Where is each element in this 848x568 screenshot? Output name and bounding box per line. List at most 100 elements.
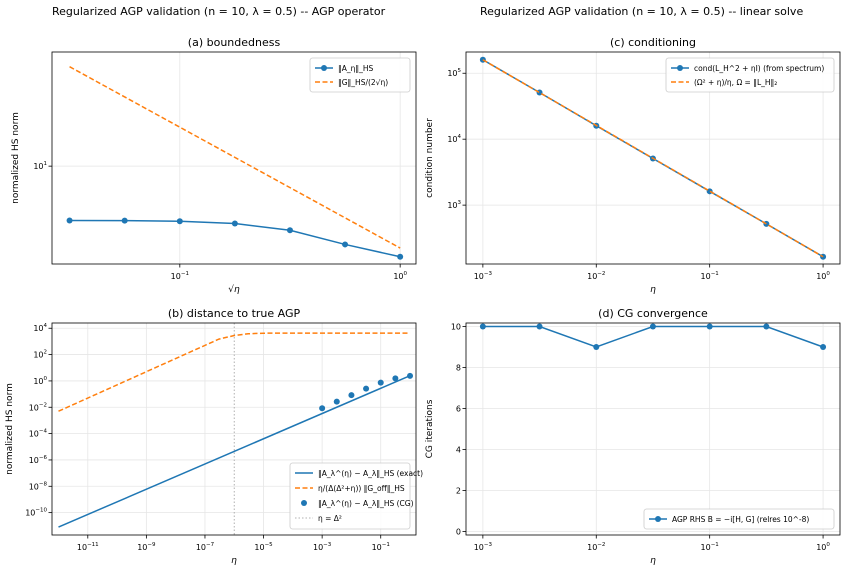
data-point: [593, 343, 600, 350]
data-point: [536, 323, 543, 330]
y-tick-label: 100: [33, 376, 47, 386]
data-point: [319, 405, 326, 412]
x-tick-label: 10−3: [474, 542, 493, 552]
legend-marker: [655, 516, 661, 522]
legend-label: ‖G‖_HS/(2√η): [338, 78, 388, 87]
data-point: [820, 343, 827, 350]
data-point: [333, 398, 340, 405]
plot-area-a: [66, 66, 404, 260]
x-tick-label: 10−1: [701, 271, 719, 281]
data-point: [231, 220, 238, 227]
data-point: [176, 218, 183, 225]
x-tick-label: 10−2: [587, 271, 605, 281]
legend-label: η = Δ²: [318, 514, 342, 523]
y-tick-label: 10−6: [29, 455, 48, 465]
chart-title-a: (a) boundedness: [188, 36, 281, 49]
x-tick-label: 10−11: [77, 542, 99, 552]
x-tick-label: 10−1: [701, 542, 719, 552]
y-axis-label: normalized HS norm: [11, 112, 21, 204]
x-axis-label: η: [650, 285, 656, 295]
data-point: [392, 375, 399, 382]
legend-label: ‖A_λ^(η) − A_λ‖_HS (CG): [318, 499, 414, 508]
data-point: [479, 323, 486, 330]
figure-title-right: Regularized AGP validation (n = 10, λ = …: [480, 5, 804, 18]
data-point: [342, 241, 349, 248]
axes-frame: [465, 322, 841, 536]
y-tick-label: 6: [456, 404, 461, 413]
x-tick-label: 10−5: [254, 542, 273, 552]
series-line-1: [58, 332, 411, 412]
legend-label: η/(Δ(Δ²+η)) ‖G_off‖_HS: [318, 484, 405, 493]
y-tick-label: 10: [451, 322, 461, 331]
y-tick-label: 102: [33, 350, 47, 360]
y-axis-label: condition number: [425, 118, 435, 198]
x-axis-label: η: [650, 556, 656, 566]
y-tick-label: 103: [447, 200, 461, 210]
x-axis-label: η: [231, 556, 237, 566]
chart-c: (c) conditioning 10−3 10−2 10−1 100 103 104 105…: [425, 36, 841, 295]
figure-title-left: Regularized AGP validation (n = 10, λ = …: [52, 5, 386, 18]
data-point: [286, 227, 293, 234]
y-tick-label: 10−4: [29, 429, 48, 439]
data-point: [407, 372, 414, 379]
data-point: [706, 323, 713, 330]
y-tick-label: 104: [33, 323, 47, 333]
data-point: [121, 217, 128, 224]
x-tick-label: 10−9: [137, 542, 156, 552]
data-point: [649, 323, 656, 330]
series-line-1: [482, 59, 824, 258]
x-tick-label: 10−2: [587, 542, 605, 552]
axes-frame: [51, 51, 417, 265]
y-tick-label: 0: [456, 528, 461, 537]
y-tick-label: 10−2: [29, 402, 47, 412]
chart-title-d: (d) CG convergence: [598, 307, 708, 320]
legend-marker: [301, 500, 307, 506]
axes-frame: [465, 51, 841, 265]
y-tick-label: 4: [456, 446, 461, 455]
y-axis-label: CG iterations: [425, 399, 435, 458]
axes-frame: [51, 322, 417, 536]
data-point: [348, 392, 355, 399]
y-axis-label: normalized HS norm: [5, 383, 15, 475]
legend-label: (Ω² + η)/η, Ω = ‖L_H‖₂: [694, 78, 777, 87]
plot-area-d: [479, 323, 827, 350]
legend-label: ‖A_η‖_HS: [338, 64, 374, 73]
data-point: [66, 217, 73, 224]
data-point: [763, 323, 770, 330]
chart-title-b: (b) distance to true AGP: [168, 307, 301, 320]
series-line-0: [482, 325, 824, 348]
legend-label: AGP RHS B = −i[H, G] (relres 10^-8): [672, 515, 809, 524]
y-tick-label: 8: [456, 363, 461, 372]
legend-box: [309, 57, 411, 93]
y-tick-label: 104: [447, 134, 461, 144]
legend-label: ‖A_λ^(η) − A_λ‖_HS (exact): [318, 469, 423, 478]
x-tick-label: 10−7: [196, 542, 215, 552]
x-tick-label: 100: [393, 271, 407, 281]
x-tick-label: 10−1: [171, 271, 189, 281]
legend-marker: [677, 65, 683, 71]
data-point: [363, 385, 370, 392]
legend-d: AGP RHS B = −i[H, G] (relres 10^-8): [643, 508, 835, 530]
legend-box: [665, 57, 835, 93]
series-line-0: [58, 374, 411, 528]
x-tick-label: 100: [816, 271, 830, 281]
chart-title-c: (c) conditioning: [610, 36, 696, 49]
legend-box: [289, 462, 411, 530]
chart-a: (a) boundedness 10−1 100 101 √η normalized HS…: [11, 36, 417, 295]
series-line-1: [69, 66, 401, 249]
x-axis-label: √η: [228, 284, 240, 295]
y-tick-label: 105: [447, 68, 461, 78]
data-point: [377, 379, 384, 386]
x-tick-label: 10−1: [372, 542, 390, 552]
y-tick-label: 10−10: [25, 508, 47, 518]
x-tick-label: 10−3: [474, 271, 493, 281]
legend-label: cond(L_H^2 + ηI) (from spectrum): [694, 64, 824, 73]
legend-box: [643, 508, 835, 530]
chart-d: (d) CG convergence 10−3 10−2 10−1 100 0 2 4 6 8 10…: [425, 307, 841, 566]
chart-b: (b) distance to true AGP 10−11 10−9 10−7 10−…: [5, 307, 423, 566]
x-tick-label: 10−3: [313, 542, 332, 552]
plot-area-c: [479, 56, 827, 260]
data-point: [397, 253, 404, 260]
legend-c: cond(L_H^2 + ηI) (from spectrum) (Ω² + η)…: [665, 57, 835, 93]
